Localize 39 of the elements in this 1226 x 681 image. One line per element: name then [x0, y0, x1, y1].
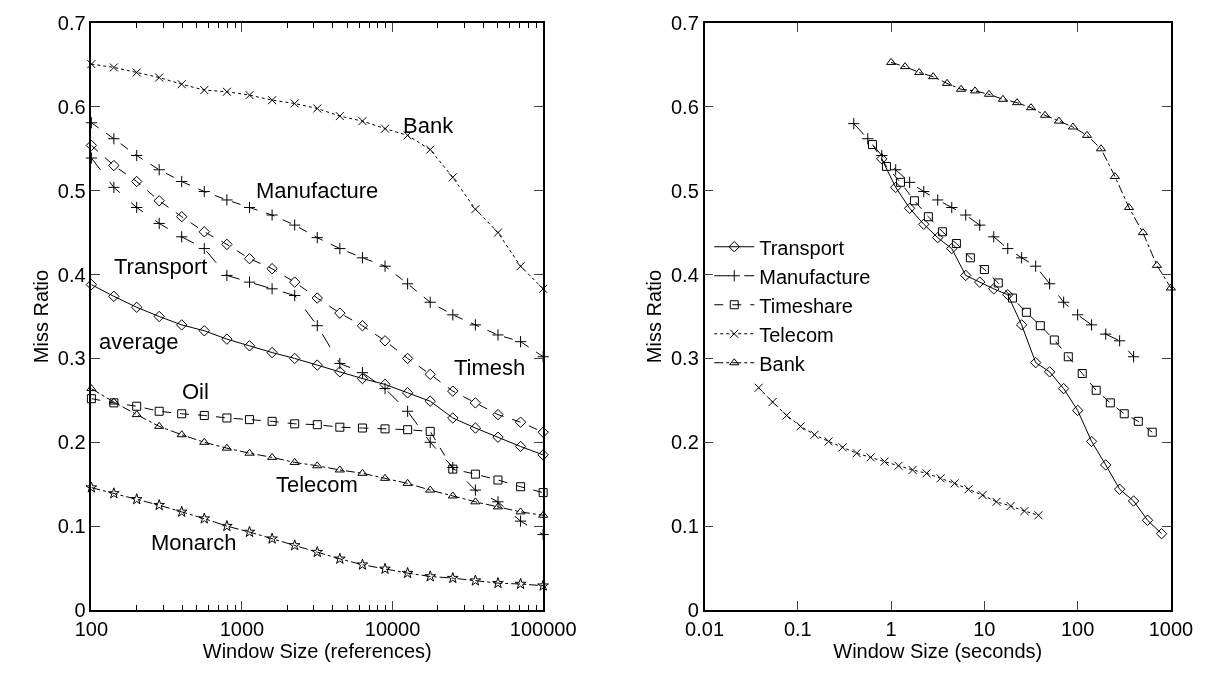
- y-tick-label: 0.6: [57, 95, 86, 118]
- y-tick-label: 0.1: [57, 515, 86, 538]
- legend-label: Transport: [759, 236, 845, 259]
- legend-label: Telecom: [759, 323, 834, 346]
- annotation: Manufacture: [256, 178, 379, 203]
- annotation: Timesh: [454, 355, 526, 380]
- x-tick-label: 1000: [219, 617, 265, 640]
- y-tick-label: 0.4: [57, 263, 86, 286]
- x-tick-label: 0.1: [783, 617, 812, 640]
- x-tick-label: 1000: [1148, 617, 1194, 640]
- x-tick-label: 100000: [509, 617, 577, 640]
- y-tick-label: 0.1: [671, 515, 699, 538]
- legend-label: Timeshare: [759, 294, 853, 317]
- annotation: Monarch: [151, 530, 237, 555]
- x-tick-label: 10: [973, 617, 996, 640]
- annotation: Oil: [182, 379, 209, 404]
- y-tick-label: 0.3: [671, 347, 699, 370]
- y-tick-label: 0.5: [57, 179, 86, 202]
- annotation: Transport: [114, 254, 208, 279]
- y-tick-label: 0.7: [671, 12, 699, 34]
- y-tick-label: 0.7: [57, 12, 86, 34]
- x-axis-title: Window Size (seconds): [833, 639, 1043, 662]
- y-axis-title: Miss Ratio: [643, 269, 666, 364]
- y-tick-label: 0.4: [671, 263, 699, 286]
- y-tick-label: 0.2: [671, 431, 699, 454]
- x-tick-label: 100: [1060, 617, 1095, 640]
- y-axis-title: Miss Ratio: [29, 269, 52, 364]
- annotation: Telecom: [276, 472, 358, 497]
- x-tick-label: 10000: [364, 617, 421, 640]
- legend-label: Manufacture: [759, 265, 871, 288]
- x-axis-title: Window Size (references): [202, 639, 432, 662]
- legend-label: Bank: [759, 352, 806, 375]
- annotation: Bank: [403, 113, 455, 138]
- x-tick-label: 1: [885, 617, 897, 640]
- annotation: average: [99, 329, 179, 354]
- y-tick-label: 0.3: [57, 347, 86, 370]
- y-tick-label: 0.5: [671, 179, 699, 202]
- y-tick-label: 0.2: [57, 431, 86, 454]
- y-tick-label: 0.6: [671, 95, 699, 118]
